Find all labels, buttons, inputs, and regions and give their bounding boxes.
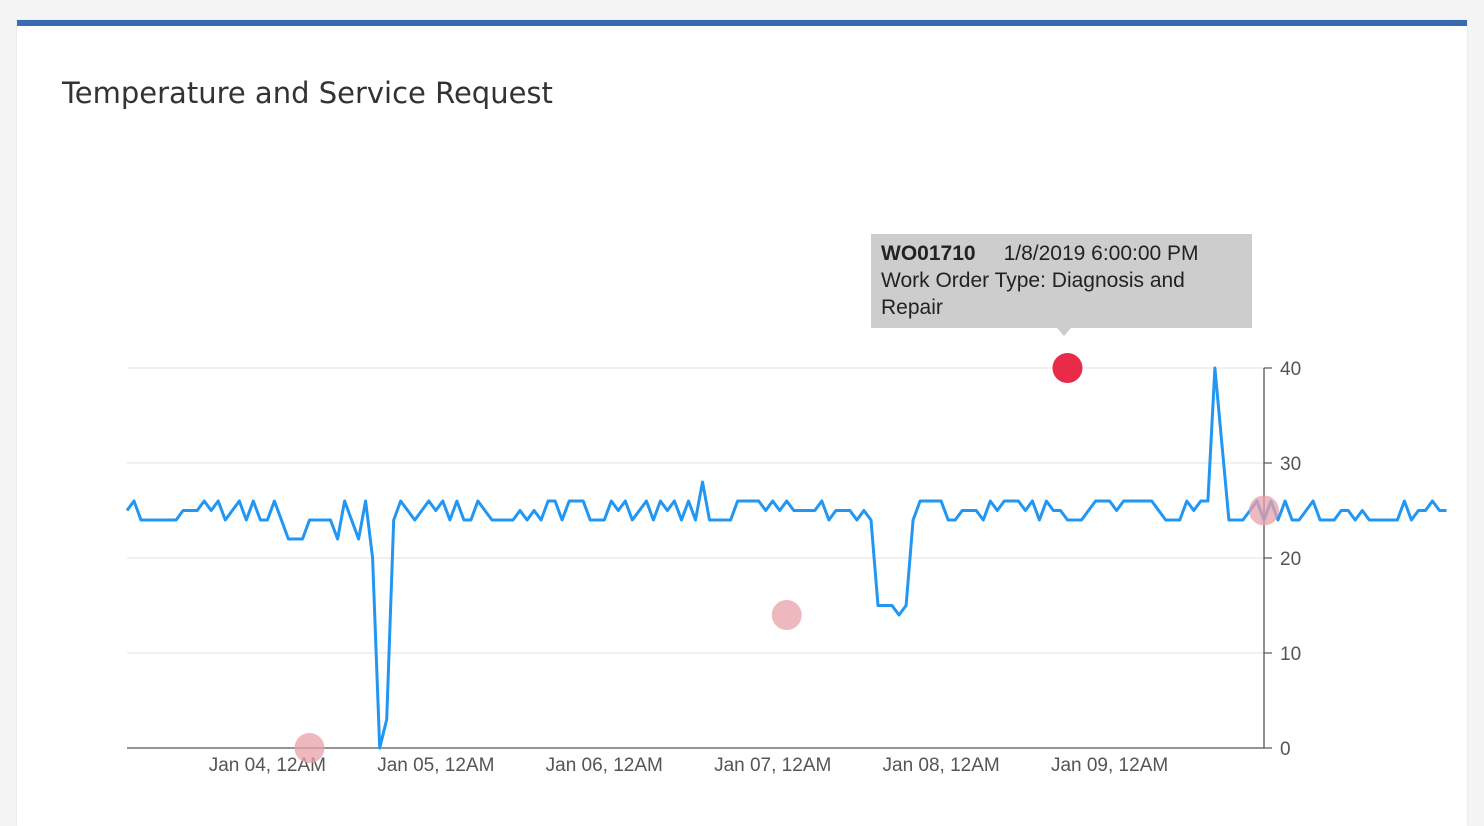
y-tick-label: 30 bbox=[1280, 454, 1301, 475]
x-tick-label: Jan 07, 12AM bbox=[714, 755, 831, 776]
x-tick-label: Jan 04, 12AM bbox=[209, 755, 326, 776]
tooltip-description: Work Order Type: Diagnosis and Repair bbox=[881, 269, 1185, 319]
tooltip-pointer bbox=[1057, 328, 1071, 336]
gridlines bbox=[127, 367, 1264, 654]
tooltip-work-order-id: WO01710 bbox=[881, 242, 976, 265]
y-tick-label: 0 bbox=[1280, 739, 1291, 760]
chart-title: Temperature and Service Request bbox=[62, 76, 553, 110]
x-tick-label: Jan 05, 12AM bbox=[377, 755, 494, 776]
service-request-marker[interactable] bbox=[771, 600, 802, 630]
service-request-marker[interactable] bbox=[294, 733, 325, 763]
service-request-marker-active[interactable] bbox=[1052, 353, 1083, 383]
x-tick-label: Jan 09, 12AM bbox=[1051, 755, 1168, 776]
y-tick-label: 40 bbox=[1280, 359, 1301, 380]
y-axis-ticks: 0 10 20 30 40 bbox=[1264, 359, 1301, 760]
chart-card bbox=[17, 20, 1467, 826]
service-request-marker[interactable] bbox=[1249, 495, 1279, 526]
x-tick-label: Jan 08, 12AM bbox=[883, 755, 1000, 776]
x-axis-ticks: Jan 04, 12AM Jan 05, 12AM Jan 06, 12AM Jan … bbox=[209, 755, 1168, 776]
y-tick-label: 20 bbox=[1280, 549, 1301, 570]
service-request-markers bbox=[294, 353, 1279, 763]
x-tick-label: Jan 06, 12AM bbox=[546, 755, 663, 776]
y-tick-label: 10 bbox=[1280, 644, 1301, 665]
tooltip-date: 1/8/2019 6:00:00 PM bbox=[1003, 242, 1199, 265]
temperature-series-line[interactable] bbox=[125, 366, 1447, 750]
service-request-tooltip: WO01710 1/8/2019 6:00:00 PM Work Order T… bbox=[871, 234, 1252, 328]
